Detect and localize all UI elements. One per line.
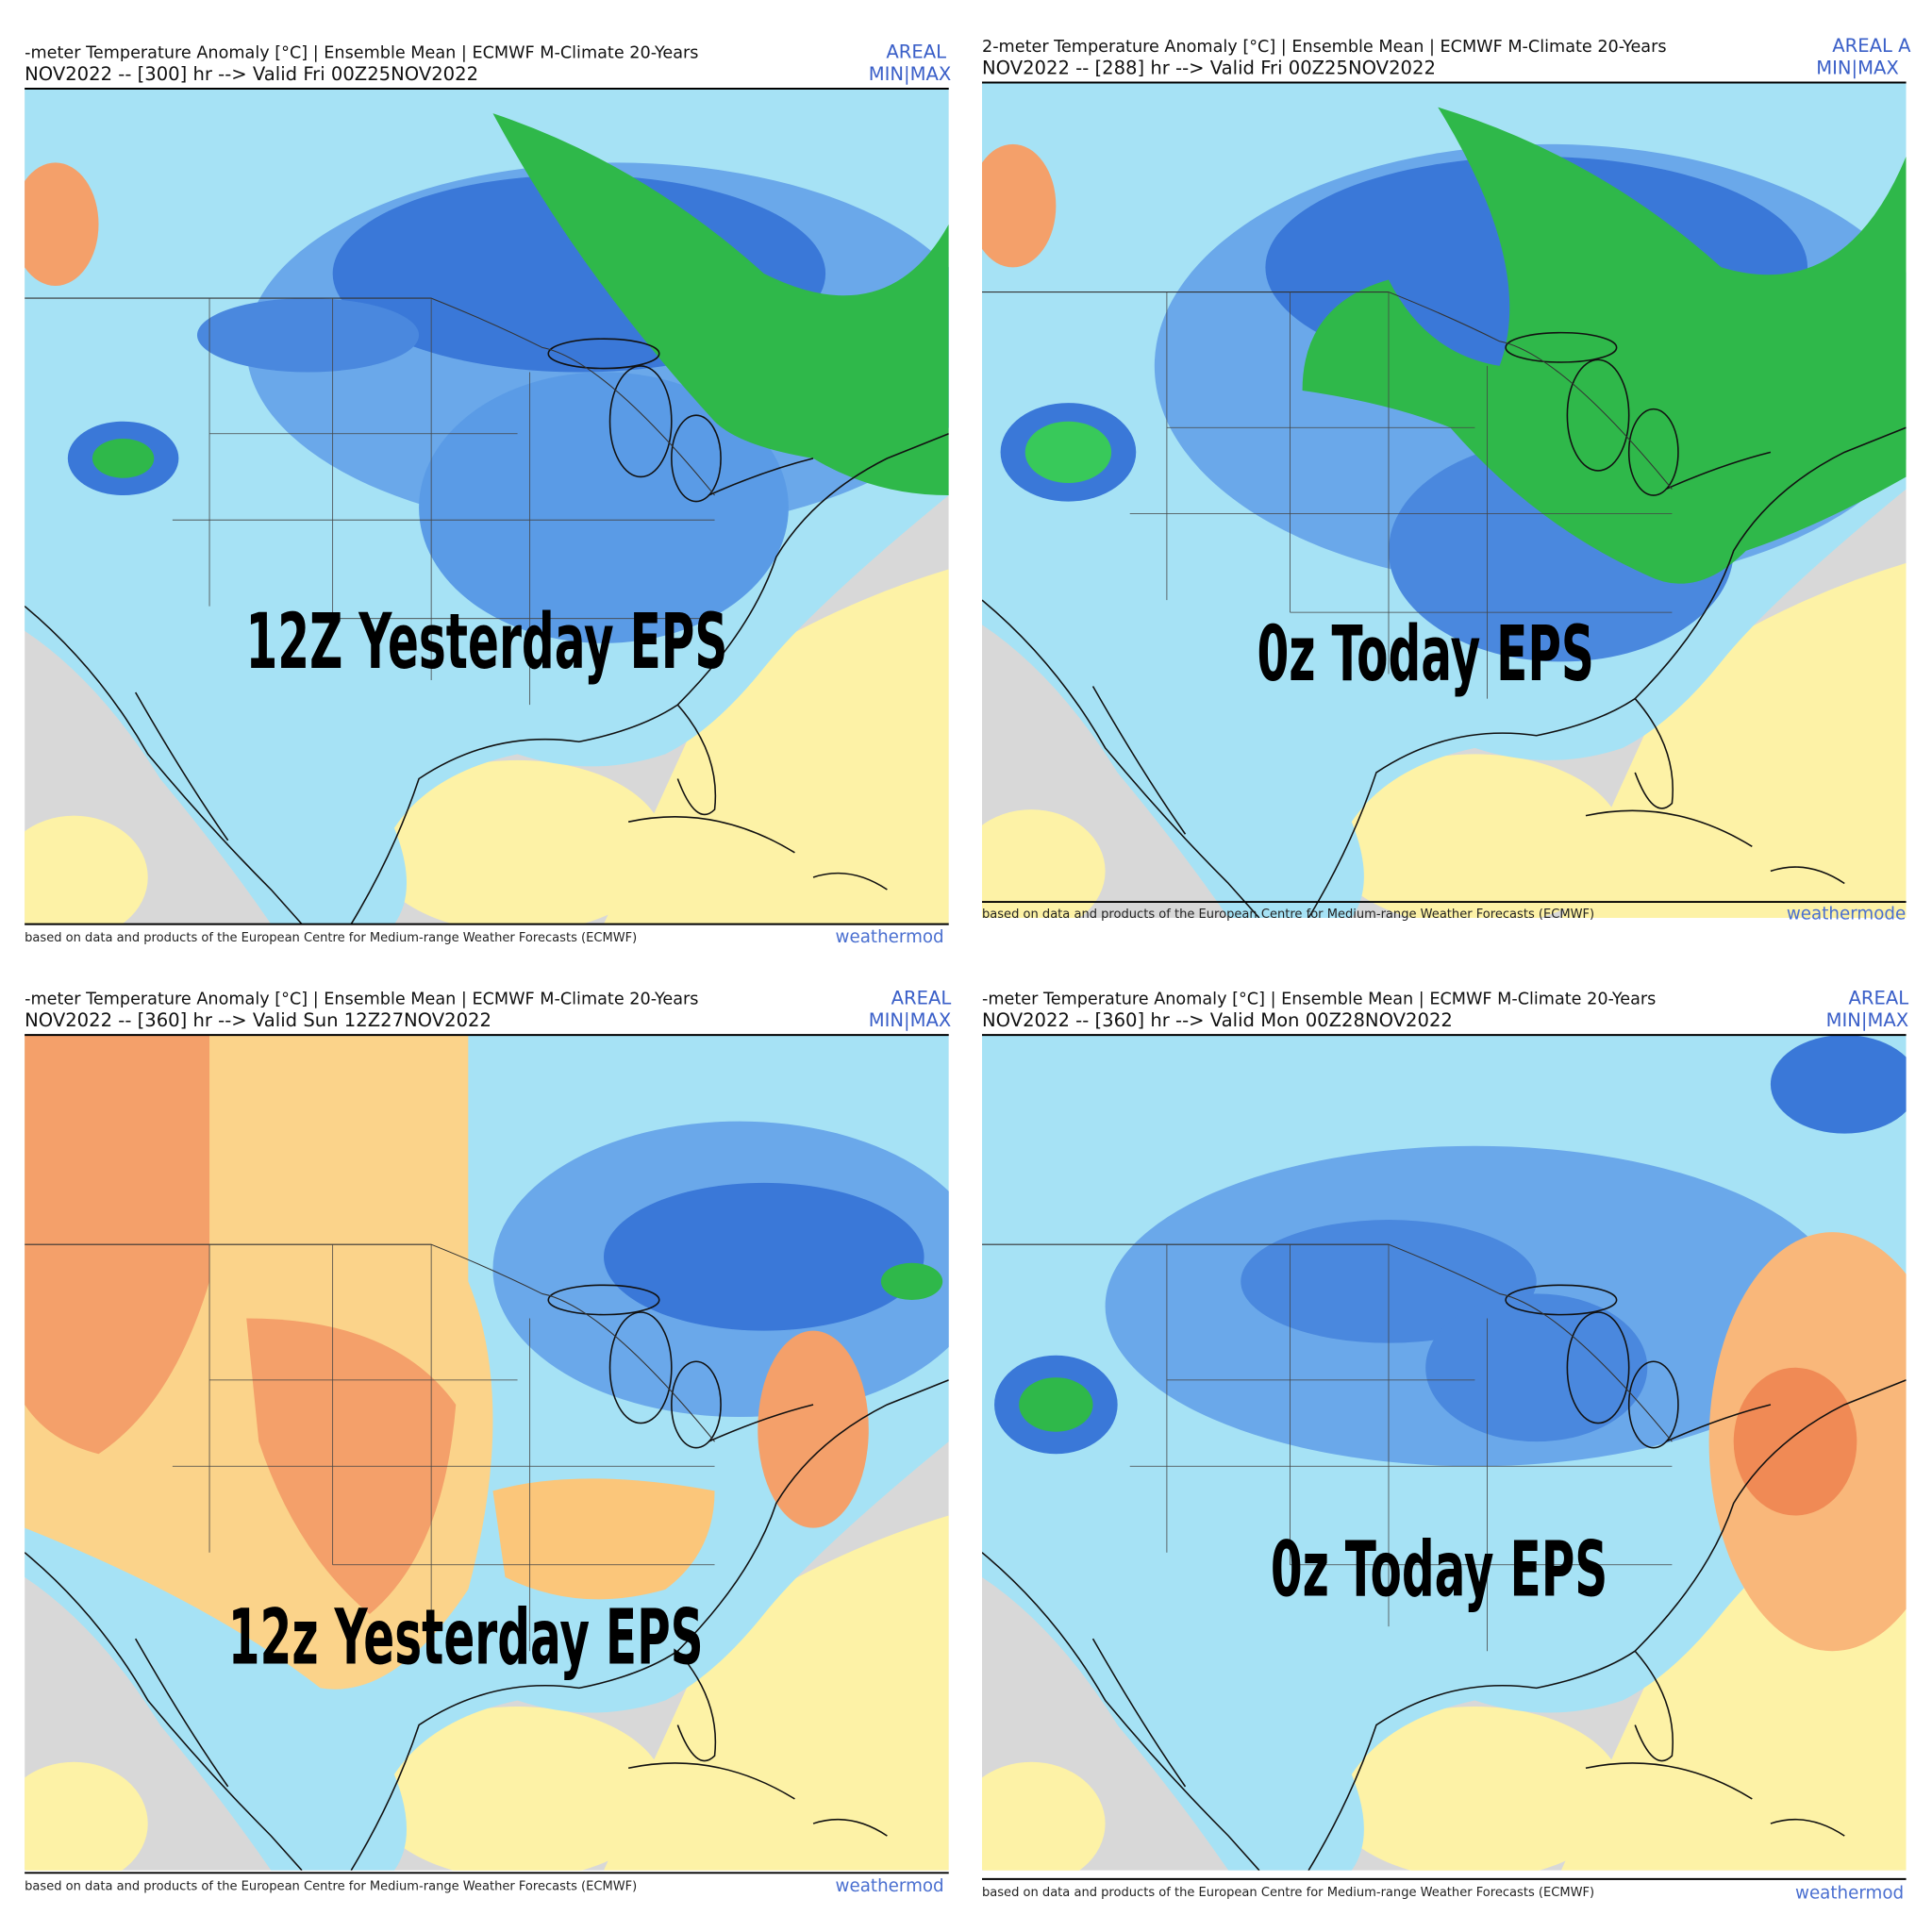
areal: AREAL — [1849, 987, 1909, 1008]
minmax: MIN|MAX — [869, 1009, 952, 1031]
overlay-label: 12Z Yesterday EPS — [245, 597, 727, 687]
overlay-label: 0z Today EPS — [1257, 609, 1593, 699]
minmax: MIN|MAX — [869, 63, 952, 85]
map-shape — [1019, 1377, 1093, 1432]
areal: AREAL — [891, 987, 952, 1008]
run-info: NOV2022 -- [288] hr --> Valid Fri 00Z25N… — [982, 57, 1436, 78]
map-shape — [492, 113, 949, 496]
overlay-label: 0z Today EPS — [1271, 1524, 1607, 1614]
footer: based on data and products of the Europe… — [982, 1886, 1594, 1900]
map — [981, 82, 1907, 919]
map-shape — [419, 372, 789, 643]
map-shape — [1733, 1367, 1857, 1516]
header: -meter Temperature Anomaly [°C] | Ensemb… — [25, 990, 698, 1008]
panel: 2-meter Temperature Anomaly [°C] | Ensem… — [981, 35, 1911, 924]
brand: weathermod — [1795, 1884, 1904, 1904]
brand: weathermod — [836, 1876, 944, 1896]
footer: based on data and products of the Europe… — [982, 908, 1594, 922]
footer: based on data and products of the Europe… — [25, 931, 637, 945]
map — [25, 89, 949, 924]
run-info: NOV2022 -- [360] hr --> Valid Sun 12Z27N… — [25, 1009, 491, 1031]
map-shape — [981, 143, 1057, 268]
run-info: NOV2022 -- [360] hr --> Valid Mon 00Z28N… — [982, 1009, 1453, 1031]
map-shape — [1770, 1035, 1907, 1134]
map-shape — [604, 1182, 924, 1331]
map-shape — [196, 298, 420, 373]
map-shape — [1302, 107, 1907, 584]
footer: based on data and products of the Europe… — [25, 1880, 637, 1894]
minmax: MIN|MAX — [1826, 1009, 1909, 1031]
map-shape — [25, 162, 99, 287]
minmax: MIN|MAX — [1816, 57, 1899, 78]
panel: -meter Temperature Anomaly [°C] | Ensemb… — [25, 41, 952, 947]
map-shape — [92, 438, 155, 478]
areal: AREAL — [886, 41, 946, 62]
header: -meter Temperature Anomaly [°C] | Ensemb… — [982, 990, 1656, 1008]
map-shape — [758, 1330, 869, 1528]
panel: -meter Temperature Anomaly [°C] | Ensemb… — [981, 987, 1909, 1904]
brand: weathermod — [836, 927, 944, 947]
map-shape — [1425, 1293, 1648, 1442]
overlay-label: 12z Yesterday EPS — [228, 1592, 704, 1682]
brand: weathermode — [1787, 904, 1906, 924]
run-info: NOV2022 -- [300] hr --> Valid Fri 00Z25N… — [25, 63, 478, 85]
map-shape — [492, 1478, 715, 1600]
header: -meter Temperature Anomaly [°C] | Ensemb… — [25, 43, 698, 62]
header: 2-meter Temperature Anomaly [°C] | Ensem… — [982, 38, 1667, 57]
map-shape — [1024, 421, 1112, 483]
areal: AREAL A — [1832, 35, 1911, 57]
map-shape — [880, 1262, 943, 1300]
map — [981, 1035, 1907, 1871]
panel: -meter Temperature Anomaly [°C] | Ensemb… — [25, 987, 952, 1896]
map — [25, 1035, 949, 1871]
